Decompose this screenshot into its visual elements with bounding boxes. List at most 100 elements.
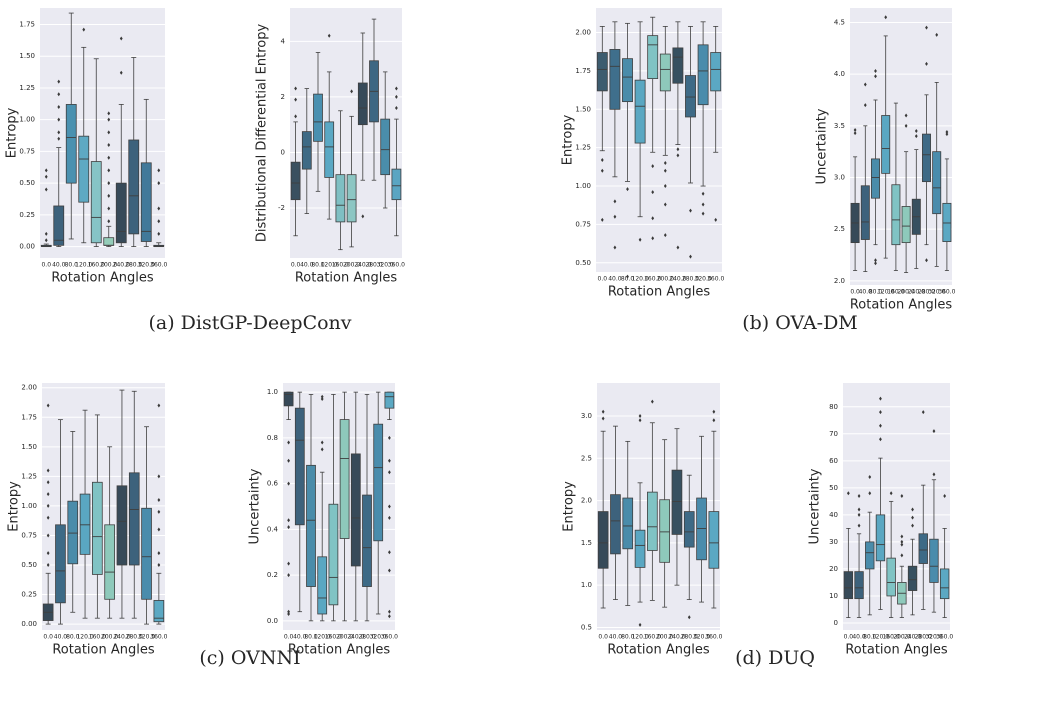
flier xyxy=(44,231,48,236)
y-tick-label: 1.0 xyxy=(581,581,592,589)
box xyxy=(373,423,384,542)
flier xyxy=(46,563,50,567)
box xyxy=(283,391,294,407)
flier xyxy=(613,199,617,204)
x-tick-label: 200.0 xyxy=(893,634,910,641)
flier xyxy=(925,258,928,263)
y-tick-label: 3.0 xyxy=(834,174,845,182)
flier xyxy=(327,33,331,38)
flier xyxy=(287,525,290,530)
flier xyxy=(712,418,716,423)
flier xyxy=(388,550,391,555)
box xyxy=(659,499,670,563)
y-tick-label: 0 xyxy=(834,619,838,627)
flier xyxy=(853,127,857,132)
flier xyxy=(157,563,161,567)
x-tick-label: 40.0 xyxy=(300,262,314,269)
y-tick-label: 1.50 xyxy=(21,443,37,451)
x-tick-label: 280.0 xyxy=(365,262,382,269)
y-tick-label: 4.5 xyxy=(834,18,845,26)
flier xyxy=(663,161,667,166)
flier xyxy=(600,157,604,162)
box xyxy=(901,206,911,244)
box xyxy=(128,472,140,566)
flier xyxy=(388,470,391,475)
y-axis-label: Entropy xyxy=(561,114,576,165)
flier xyxy=(846,491,850,496)
x-tick-label: 280.0 xyxy=(125,262,142,269)
flier xyxy=(320,447,324,452)
flier xyxy=(320,394,324,399)
flier xyxy=(388,435,391,440)
box xyxy=(65,104,77,184)
x-tick-label: 40.0 xyxy=(608,276,622,283)
box xyxy=(596,52,608,92)
y-tick-label: 20 xyxy=(829,565,838,573)
x-axis-label: Rotation Angles xyxy=(845,643,947,658)
flier xyxy=(663,184,667,189)
flier xyxy=(663,202,667,207)
y-tick-label: 3.0 xyxy=(581,412,592,420)
flier xyxy=(157,181,161,186)
flier xyxy=(388,568,391,573)
y-tick-label: -2 xyxy=(278,204,285,212)
flier xyxy=(600,217,604,222)
flier xyxy=(388,614,391,619)
y-tick-label: 0.2 xyxy=(267,571,278,579)
x-tick-label: 80.0 xyxy=(621,276,635,283)
flier xyxy=(626,187,629,192)
x-tick-label: 120.0 xyxy=(632,276,649,283)
y-axis-label: Uncertainty xyxy=(248,468,263,544)
box xyxy=(918,533,928,564)
y-tick-label: 60 xyxy=(829,457,838,465)
y-tick-label: 1.25 xyxy=(575,144,591,152)
flier xyxy=(911,515,914,520)
flier xyxy=(350,89,353,94)
y-tick-label: 70 xyxy=(829,430,838,438)
caption: (d) DUQ xyxy=(735,647,815,669)
flier xyxy=(157,527,161,532)
y-tick-label: 4.0 xyxy=(834,70,845,78)
x-tick-label: 280.0 xyxy=(126,634,143,641)
box xyxy=(128,139,140,235)
box xyxy=(922,133,931,183)
x-tick-label: 280.0 xyxy=(681,634,698,641)
flier xyxy=(157,206,161,211)
flier xyxy=(361,214,365,219)
x-tick-label: 360.0 xyxy=(707,276,724,283)
y-tick-label: 1.75 xyxy=(19,20,35,28)
flier xyxy=(157,231,161,236)
y-tick-label: 1.00 xyxy=(21,502,37,510)
box xyxy=(153,600,165,623)
y-tick-label: 0.00 xyxy=(21,620,37,628)
box xyxy=(104,524,115,600)
box xyxy=(881,115,891,174)
flier xyxy=(107,111,111,116)
y-tick-label: 30 xyxy=(829,538,838,546)
flier xyxy=(925,61,928,66)
flier xyxy=(914,134,918,139)
box xyxy=(55,524,66,604)
flier xyxy=(945,132,949,137)
x-tick-label: 160.0 xyxy=(644,634,661,641)
x-tick-label: 160.0 xyxy=(887,289,904,296)
y-tick-label: 0.75 xyxy=(19,147,35,155)
x-tick-label: 120.0 xyxy=(321,262,338,269)
x-tick-label: 320.0 xyxy=(695,276,712,283)
flier xyxy=(879,437,882,442)
y-tick-label: 10 xyxy=(829,592,838,600)
flier xyxy=(107,219,111,224)
flier xyxy=(294,97,297,102)
box xyxy=(140,162,152,242)
flier xyxy=(107,130,111,135)
x-tick-label: 120.0 xyxy=(314,634,331,641)
x-tick-label: 0.0 xyxy=(284,634,294,641)
flier xyxy=(900,493,904,498)
box xyxy=(622,497,634,550)
box xyxy=(335,174,346,223)
flier xyxy=(287,440,290,445)
flier xyxy=(388,504,391,509)
x-tick-label: 200.0 xyxy=(100,262,117,269)
x-tick-label: 120.0 xyxy=(631,634,648,641)
flier xyxy=(863,82,867,87)
